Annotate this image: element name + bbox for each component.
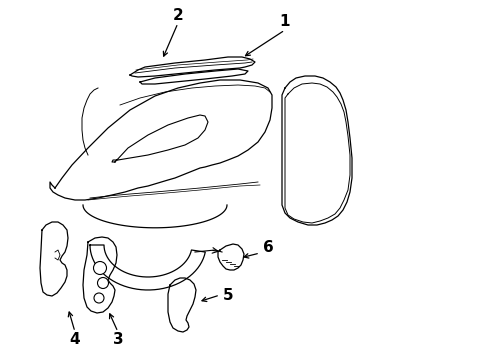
- Circle shape: [94, 293, 104, 303]
- Polygon shape: [282, 76, 352, 225]
- Polygon shape: [168, 278, 196, 332]
- Text: 4: 4: [70, 333, 80, 347]
- Polygon shape: [40, 222, 68, 296]
- Polygon shape: [83, 237, 117, 313]
- Polygon shape: [218, 244, 244, 270]
- Polygon shape: [130, 57, 255, 77]
- Text: 6: 6: [263, 240, 273, 256]
- Polygon shape: [50, 80, 272, 200]
- Text: 2: 2: [172, 8, 183, 22]
- Text: 5: 5: [222, 288, 233, 302]
- Text: 3: 3: [113, 333, 123, 347]
- Polygon shape: [90, 245, 205, 290]
- Circle shape: [94, 261, 106, 274]
- Text: 1: 1: [280, 14, 290, 30]
- Circle shape: [98, 278, 108, 288]
- Polygon shape: [140, 69, 248, 84]
- Polygon shape: [112, 115, 208, 162]
